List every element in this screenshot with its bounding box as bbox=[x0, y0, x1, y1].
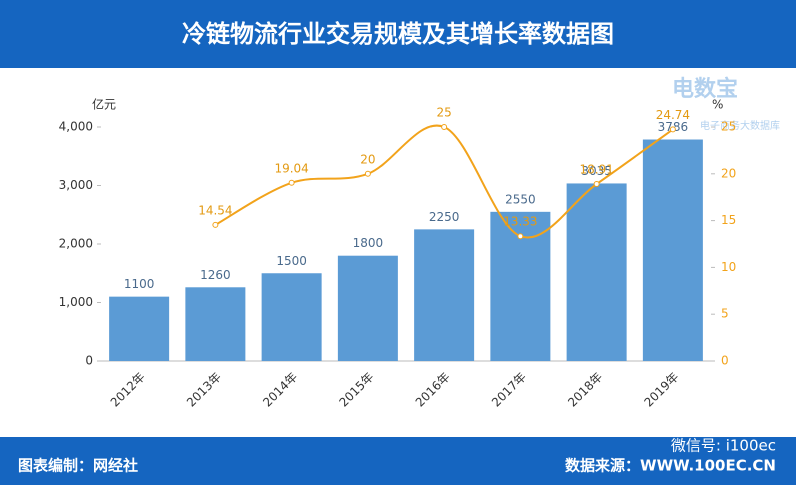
header-band bbox=[0, 0, 796, 68]
line-point bbox=[669, 126, 676, 133]
y2-tick-label: 15 bbox=[721, 213, 736, 227]
footer-wechat: 微信号: i100ec bbox=[671, 437, 776, 455]
bar-value-label: 1500 bbox=[276, 254, 307, 268]
bar bbox=[109, 296, 170, 361]
line-point bbox=[364, 170, 371, 177]
bar-value-label: 1260 bbox=[200, 268, 231, 282]
y-tick-label: 2,000 bbox=[59, 237, 93, 251]
line-point bbox=[441, 124, 448, 130]
y2-tick-label: 0 bbox=[721, 354, 729, 368]
footer-right: 数据来源：WWW.100EC.CN bbox=[565, 457, 776, 475]
y-tick-label: 1,000 bbox=[59, 295, 93, 309]
bar bbox=[414, 229, 475, 361]
line-point bbox=[288, 179, 295, 186]
bar bbox=[566, 183, 627, 361]
line-point bbox=[593, 181, 600, 188]
footer-left: 图表编制：网经社 bbox=[18, 457, 138, 475]
bar-value-label: 3035 bbox=[581, 164, 612, 178]
bar-value-label: 2250 bbox=[429, 210, 460, 224]
line-point bbox=[517, 233, 524, 240]
line-point bbox=[212, 221, 219, 228]
line-value-label: 24.74 bbox=[656, 108, 690, 122]
bar bbox=[642, 139, 703, 361]
y2-axis-label: % bbox=[712, 98, 723, 112]
watermark-sub: 电子商务大数据库 bbox=[700, 119, 780, 132]
line-value-label: 14.54 bbox=[198, 203, 232, 217]
bar-value-label: 1800 bbox=[353, 236, 384, 250]
line-value-label: 19.04 bbox=[274, 161, 308, 175]
y-tick-label: 0 bbox=[85, 354, 93, 368]
bar bbox=[185, 287, 246, 361]
bar bbox=[337, 255, 398, 361]
footer-band bbox=[0, 437, 796, 485]
y2-tick-label: 10 bbox=[721, 260, 736, 274]
y2-tick-label: 25 bbox=[721, 120, 736, 134]
line-value-label: 25 bbox=[436, 106, 451, 120]
watermark-brand: 电数宝 bbox=[672, 76, 738, 102]
chart-title: 冷链物流行业交易规模及其增长率数据图 bbox=[182, 20, 614, 48]
bar bbox=[261, 273, 322, 361]
y-axis-label: 亿元 bbox=[92, 97, 116, 112]
y-tick-label: 4,000 bbox=[59, 120, 93, 134]
y2-tick-label: 5 bbox=[721, 307, 729, 321]
line-value-label: 20 bbox=[360, 152, 375, 166]
line-value-label: 13.33 bbox=[503, 215, 537, 229]
y-tick-label: 3,000 bbox=[59, 178, 93, 192]
y2-tick-label: 20 bbox=[721, 166, 736, 180]
bar-value-label: 2550 bbox=[505, 192, 536, 206]
bar-value-label: 1100 bbox=[124, 277, 155, 291]
line-value-label: 18.91 bbox=[579, 163, 613, 177]
